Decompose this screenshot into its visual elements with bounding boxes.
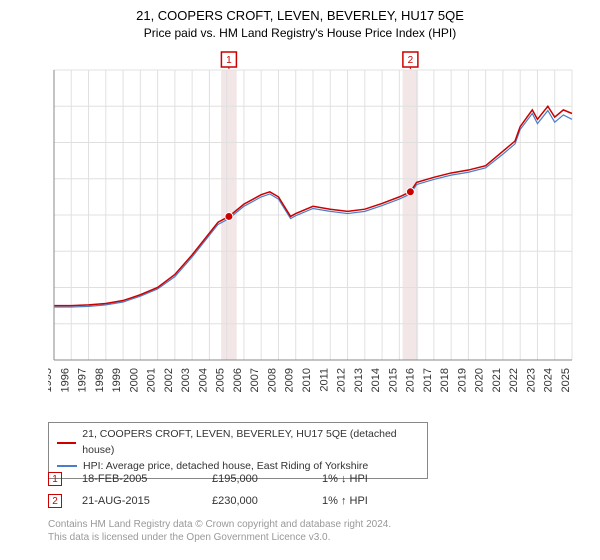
svg-text:2010: 2010	[301, 368, 313, 392]
sale-marker-icon: 1	[48, 472, 62, 486]
svg-text:2002: 2002	[163, 368, 175, 392]
svg-text:2008: 2008	[266, 368, 278, 392]
legend-label: 21, COOPERS CROFT, LEVEN, BEVERLEY, HU17…	[82, 427, 419, 459]
legend-item: 21, COOPERS CROFT, LEVEN, BEVERLEY, HU17…	[57, 427, 419, 459]
svg-text:2001: 2001	[146, 368, 158, 392]
svg-text:1995: 1995	[48, 368, 54, 392]
line-chart-svg: £0£50K£100K£150K£200K£250K£300K£350K£400…	[48, 50, 578, 402]
sale-price: £195,000	[212, 473, 322, 485]
svg-text:2007: 2007	[249, 368, 261, 392]
svg-text:2023: 2023	[525, 368, 537, 392]
sale-date: 18-FEB-2005	[82, 473, 212, 485]
svg-text:2024: 2024	[543, 368, 555, 392]
footer-line: Contains HM Land Registry data © Crown c…	[48, 518, 391, 531]
svg-text:2006: 2006	[232, 368, 244, 392]
svg-text:2022: 2022	[508, 368, 520, 392]
svg-text:2025: 2025	[560, 368, 572, 392]
svg-text:2020: 2020	[474, 368, 486, 392]
legend-swatch	[57, 442, 76, 444]
svg-text:2003: 2003	[180, 368, 192, 392]
footer: Contains HM Land Registry data © Crown c…	[48, 518, 391, 544]
sales-row: 2 21-AUG-2015 £230,000 1% ↑ HPI	[48, 490, 402, 512]
svg-text:1: 1	[226, 55, 232, 66]
sale-date: 21-AUG-2015	[82, 495, 212, 507]
sales-row: 1 18-FEB-2005 £195,000 1% ↓ HPI	[48, 468, 402, 490]
svg-text:2017: 2017	[422, 368, 434, 392]
sale-price: £230,000	[212, 495, 322, 507]
sales-table: 1 18-FEB-2005 £195,000 1% ↓ HPI 2 21-AUG…	[48, 468, 402, 512]
sale-marker-icon: 2	[48, 494, 62, 508]
svg-text:2009: 2009	[284, 368, 296, 392]
sale-pct: 1% ↑ HPI	[322, 495, 402, 507]
svg-text:2012: 2012	[336, 368, 348, 392]
footer-line: This data is licensed under the Open Gov…	[48, 531, 391, 544]
svg-text:2015: 2015	[387, 368, 399, 392]
svg-text:2: 2	[408, 55, 414, 66]
svg-text:2005: 2005	[215, 368, 227, 392]
chart-title: 21, COOPERS CROFT, LEVEN, BEVERLEY, HU17…	[0, 0, 600, 23]
svg-text:2011: 2011	[318, 368, 330, 392]
svg-text:2000: 2000	[128, 368, 140, 392]
chart-area: £0£50K£100K£150K£200K£250K£300K£350K£400…	[48, 50, 578, 402]
svg-text:2014: 2014	[370, 368, 382, 392]
svg-text:1996: 1996	[59, 368, 71, 392]
svg-text:1999: 1999	[111, 368, 123, 392]
svg-text:2021: 2021	[491, 368, 503, 392]
svg-text:1997: 1997	[77, 368, 89, 392]
svg-text:2004: 2004	[197, 368, 209, 392]
svg-text:2018: 2018	[439, 368, 451, 392]
sale-pct: 1% ↓ HPI	[322, 473, 402, 485]
svg-text:2016: 2016	[405, 368, 417, 392]
svg-text:2013: 2013	[353, 368, 365, 392]
svg-text:2019: 2019	[456, 368, 468, 392]
chart-subtitle: Price paid vs. HM Land Registry's House …	[0, 23, 600, 40]
svg-text:1998: 1998	[94, 368, 106, 392]
